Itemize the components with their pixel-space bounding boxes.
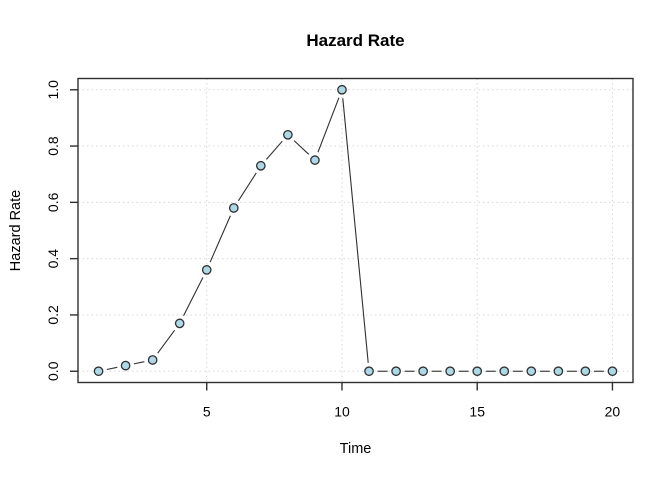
x-axis-title: Time (340, 441, 372, 457)
data-point (337, 84, 347, 95)
data-point (147, 355, 158, 365)
series-segment (209, 215, 231, 263)
data-point (580, 366, 591, 377)
data-point (93, 366, 104, 377)
y-axis-title: Hazard Rate (8, 190, 24, 271)
data-point (201, 265, 212, 275)
data-series (93, 84, 618, 377)
series-segment (133, 361, 145, 365)
y-tick-label: 0.4 (45, 249, 61, 269)
y-tick-label: 0.2 (45, 305, 61, 325)
data-point (364, 366, 374, 377)
y-tick-label: 0.6 (45, 192, 61, 212)
axes: 5 10 15 20 0.0 0.2 0.4 0.6 0.8 1.0 (45, 80, 620, 420)
y-tick-label: 0.0 (45, 361, 61, 381)
x-tick-label: 20 (605, 404, 621, 420)
data-point (310, 155, 320, 165)
data-point (526, 366, 537, 377)
y-tick-label: 1.0 (45, 80, 61, 100)
series-segment (342, 98, 369, 363)
y-tick-label: 0.8 (45, 136, 61, 156)
series-segment (106, 366, 118, 371)
x-tick-label: 15 (469, 404, 485, 420)
plot-border (77, 77, 634, 384)
x-tick-label: 10 (334, 404, 350, 420)
series-segment (157, 329, 176, 354)
data-point (499, 366, 510, 377)
series-segment (317, 97, 340, 153)
data-point (228, 203, 239, 213)
data-point (418, 366, 428, 377)
data-point (120, 360, 131, 371)
data-point (391, 366, 401, 377)
gridlines (78, 78, 633, 383)
data-point (553, 366, 564, 377)
series-segment (237, 172, 257, 202)
series-segment (266, 140, 283, 160)
series-segment (183, 277, 204, 317)
data-point (255, 160, 266, 171)
data-point (607, 366, 618, 377)
chart-title: Hazard Rate (306, 31, 404, 50)
data-point (283, 129, 293, 140)
data-point (445, 366, 456, 377)
series-segment (293, 140, 310, 155)
x-tick-label: 5 (203, 404, 211, 420)
data-point (472, 366, 483, 377)
data-point (174, 318, 185, 329)
